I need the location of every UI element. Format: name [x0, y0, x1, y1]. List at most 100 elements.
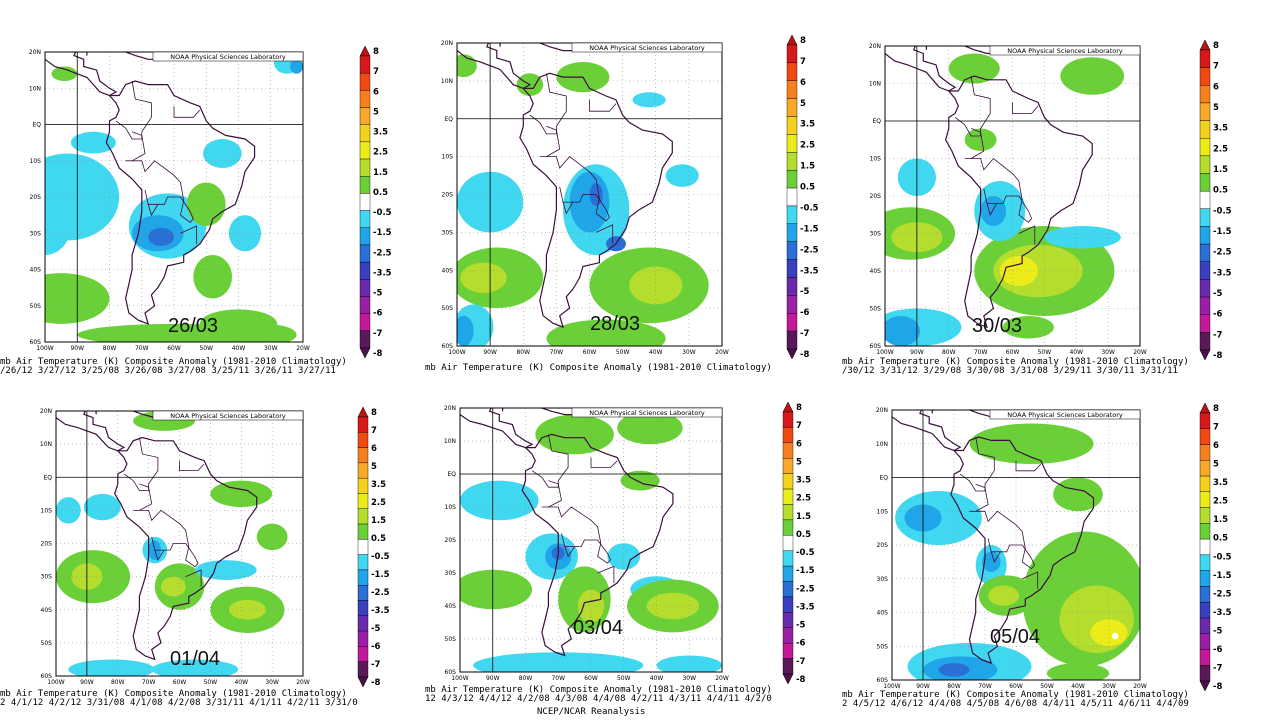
colorbar-segment: [782, 581, 794, 598]
colorbar-bottom-arrow: [1199, 349, 1211, 361]
colorbar-segment: [357, 523, 369, 540]
anomaly-contour: [656, 655, 722, 672]
colorbar-label: -8: [1213, 351, 1223, 361]
lat-tick-label: 20N: [876, 407, 888, 414]
colorbar-label: -0.5: [1213, 206, 1232, 216]
anomaly-contour: [68, 659, 155, 676]
colorbar-label: 1.5: [371, 516, 386, 526]
country-border: [564, 546, 575, 558]
colorbar-label: 2.5: [1213, 497, 1228, 507]
colorbar-label: 0.5: [1213, 186, 1228, 196]
map-panel-3: NOAA Physical Sciences Laboratory 20N 10N E…: [842, 39, 1252, 387]
colorbar-segment: [786, 62, 798, 81]
lat-tick-label: 30S: [442, 229, 454, 236]
caption-dates: 2 4/5/12 4/6/12 4/4/08 4/5/08 4/6/08 4/4…: [842, 699, 1189, 709]
lat-tick-label: 60S: [442, 343, 454, 350]
coastline: [521, 433, 674, 657]
colorbar-segment: [359, 296, 371, 314]
lat-tick-label: 40S: [877, 610, 889, 617]
colorbar-label: -7: [371, 660, 381, 670]
coastline: [45, 52, 118, 97]
colorbar-segment: [786, 205, 798, 225]
lon-tick-label: 40W: [234, 679, 248, 686]
colorbar-label: 3.5: [373, 128, 388, 138]
coastline: [114, 436, 258, 661]
lat-tick-label: 40S: [870, 268, 882, 275]
colorbar-label: -6: [796, 639, 806, 649]
colorbar-label: -5: [371, 624, 381, 634]
lon-tick-label: 70W: [142, 679, 156, 686]
colorbar-label: 2.5: [373, 148, 388, 158]
colorbar-label: 5: [373, 107, 379, 117]
anomaly-contour: [457, 315, 474, 346]
colorbar-segment: [1199, 155, 1211, 174]
lon-tick-label: 80W: [947, 683, 961, 690]
colorbar-segment: [1199, 444, 1211, 461]
colorbar-segment: [1199, 279, 1211, 298]
lat-tick-label: EQ: [872, 118, 881, 125]
country-border: [1022, 571, 1039, 589]
lon-tick-label: 20W: [1133, 349, 1147, 356]
lat-tick-label: 60S: [445, 669, 457, 676]
credit-text: NOAA Physical Sciences Laboratory: [589, 44, 705, 52]
colorbar-segment: [1199, 261, 1211, 280]
credit-box: [989, 45, 1141, 56]
country-border: [561, 533, 598, 547]
colorbar-segment: [359, 244, 371, 263]
lat-tick-label: 40S: [30, 267, 42, 274]
colorbar-label: -3.5: [373, 268, 392, 278]
date-label: 05/04: [990, 626, 1040, 648]
anomaly-contour: [160, 576, 186, 597]
colorbar-segment: [359, 261, 371, 280]
country-border: [151, 536, 186, 551]
lon-tick-label: 50W: [617, 675, 631, 682]
lon-tick-label: 30W: [1102, 683, 1116, 690]
colorbar-segment: [357, 432, 369, 448]
lon-tick-label: 50W: [616, 349, 630, 356]
colorbar-label: 3.5: [1213, 478, 1228, 488]
lat-tick-label: 40S: [445, 603, 457, 610]
credit-box: [571, 42, 723, 53]
anomaly-contour: [457, 54, 477, 78]
country-border: [154, 549, 165, 562]
colorbar-top-arrow: [1199, 402, 1211, 414]
colorbar-segment: [1199, 67, 1211, 86]
colorbar-label: -6: [1213, 310, 1223, 320]
anomaly-contour: [228, 599, 266, 620]
coastline: [932, 46, 997, 55]
colorbar-label: -7: [1213, 663, 1223, 673]
lon-tick-label: 40W: [650, 675, 664, 682]
colorbar-label: 5: [796, 457, 802, 467]
lon-tick-label: 60W: [584, 675, 598, 682]
lat-tick-label: 30S: [445, 570, 457, 577]
country-border: [139, 483, 153, 511]
lat-tick-label: 10S: [870, 156, 882, 163]
colorbar-label: -6: [373, 309, 383, 319]
anomaly-contour: [194, 560, 257, 580]
lon-tick-label: 100W: [451, 675, 468, 682]
anomaly-contour: [629, 266, 683, 305]
anomaly-contour: [290, 59, 303, 74]
colorbar-top-arrow: [782, 401, 794, 413]
anomaly-contour: [232, 323, 297, 342]
colorbar-label: -8: [373, 349, 383, 359]
colorbar-label: -3.5: [796, 602, 815, 612]
colorbar-segment: [1199, 649, 1211, 666]
colorbar-segment: [359, 313, 371, 332]
country-border: [970, 128, 985, 159]
lat-tick-label: 10S: [445, 504, 457, 511]
anomaly-contour: [988, 585, 1020, 606]
country-border: [559, 186, 597, 203]
lat-tick-label: 40S: [442, 267, 454, 274]
colorbar-label: 0.5: [371, 534, 386, 544]
colorbar-segment: [359, 90, 371, 108]
lat-tick-label: 10N: [441, 78, 453, 85]
credit-box: [989, 409, 1141, 420]
coastline: [519, 72, 673, 329]
colorbar-segment: [1199, 507, 1211, 524]
anomaly-contour: [1044, 226, 1121, 249]
colorbar-label: 1.5: [373, 168, 388, 178]
colorbar-segment: [359, 210, 371, 228]
colorbar-label: -0.5: [796, 548, 815, 558]
anomaly-contour: [617, 411, 683, 445]
